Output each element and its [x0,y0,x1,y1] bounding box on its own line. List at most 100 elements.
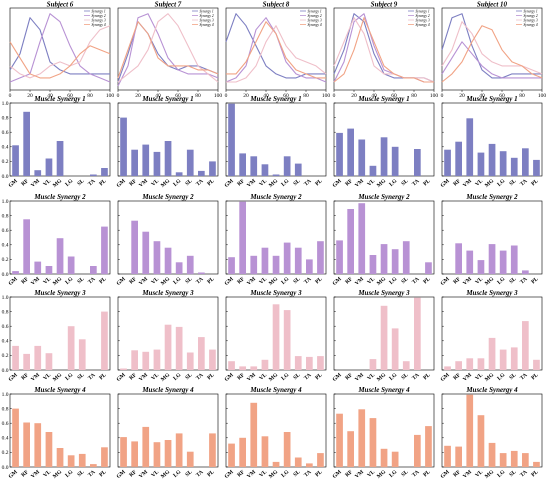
legend-label: Synergy 3 [524,18,538,22]
category-label: VM [138,276,149,287]
bar-GM [12,271,19,274]
bar-LG [175,172,183,176]
plot-frame [117,7,219,91]
category-label: PL [422,372,431,381]
bar-VM [466,394,474,467]
category-label: PL [314,178,323,187]
bar-LG [499,250,507,274]
category-label: MG [376,372,388,383]
bar-LG [391,146,399,176]
category-label: LG [388,276,398,286]
bar-TA [198,272,205,274]
category-label: RF [20,372,30,382]
category-label: TA [195,469,204,478]
category-label: RF [452,178,462,188]
x-tick-label: 0 [225,93,228,99]
category-label: MG [52,469,64,480]
category-label: VL [366,469,376,479]
category-label: RF [20,178,30,188]
category-label: TA [519,372,528,381]
category-label: LG [496,276,506,286]
bar-PL [209,433,216,467]
panel-title: Muscle Synergy 3 [141,289,194,297]
x-tick-label: 20 [243,93,249,99]
category-label: VM [354,469,365,480]
category-label: LG [172,372,182,382]
bar-TA [414,434,421,467]
bar-RF [239,201,246,274]
series-line-synergy-4 [441,25,543,83]
category-label: SL [292,372,301,381]
category-label: VM [30,372,41,383]
category-label: PL [422,178,431,187]
category-label: MG [52,178,64,189]
bar-MG [380,137,388,176]
bar-panel-row2-col5: Muscle Synergy 2 GM RF VM VL MG LG SL TA PL [440,193,543,287]
category-label: SL [400,372,409,381]
legend-label: Synergy 2 [308,14,322,18]
category-label: VM [354,372,365,383]
category-label: RF [236,469,246,479]
bar-panel-row3-col3: Muscle Synergy 3 GM RF VM VL MG LG SL TA PL [224,289,327,383]
legend-label: Synergy 2 [524,14,538,18]
bar-RF [455,446,462,467]
panel-title: Muscle Synergy 4 [141,386,194,394]
bar-SL [294,356,302,370]
bar-RF [131,220,138,274]
category-label: VM [462,178,473,189]
category-label: LG [280,469,290,479]
category-label: GM [224,276,236,287]
category-label: VM [354,178,365,189]
x-tick-label: 100 [106,93,115,99]
bar-VL [153,349,161,370]
category-label: SL [508,469,517,478]
category-label: PL [206,178,215,187]
bar-TA [90,464,97,467]
y-tick-label: 0.2 [2,450,9,456]
panel-title: Muscle Synergy 2 [33,193,86,201]
category-label: TA [303,372,312,381]
category-label: PL [314,372,323,381]
bar-TA [306,463,313,468]
bar-LG [175,262,183,274]
series-line-synergy-2 [9,13,111,83]
x-tick-label: 40 [47,93,53,99]
bar-TA [522,321,529,370]
panel-title: Muscle Synergy 3 [33,289,86,297]
category-label: GM [224,178,236,189]
y-tick-label: 0.6 [2,228,9,234]
bar-TA [306,356,313,370]
category-label: TA [303,276,312,285]
y-tick-label: 0.0 [2,272,9,278]
series-line-synergy-2 [441,41,542,79]
series-line-synergy-3 [333,17,435,83]
category-label: MG [160,276,172,287]
bar-PL [425,262,432,274]
bar-GM [12,345,19,370]
category-label: VL [474,276,484,286]
x-tick-label: 60 [283,93,289,99]
category-label: VM [462,469,473,480]
bar-LG [67,256,75,274]
category-label: VM [246,372,257,383]
category-label: PL [314,276,323,285]
y-tick-label: 1.0 [2,295,9,301]
category-label: PL [530,178,539,187]
category-label: GM [332,469,344,480]
y-tick-label: 1.0 [2,101,9,107]
category-label: VM [138,372,149,383]
category-label: MG [268,276,280,287]
category-label: SL [76,178,85,187]
plot-frame [225,7,327,91]
category-label: VM [138,469,149,480]
panel-title: Muscle Synergy 2 [357,193,410,201]
series-line-synergy-3 [441,21,543,75]
x-tick-label: 80 [303,93,309,99]
bar-PL [317,453,324,467]
category-label: TA [303,469,312,478]
bar-RF [131,149,138,176]
category-label: GM [440,178,452,189]
bar-SL [186,451,194,467]
category-label: GM [116,469,128,480]
x-tick-label: 40 [155,93,161,99]
